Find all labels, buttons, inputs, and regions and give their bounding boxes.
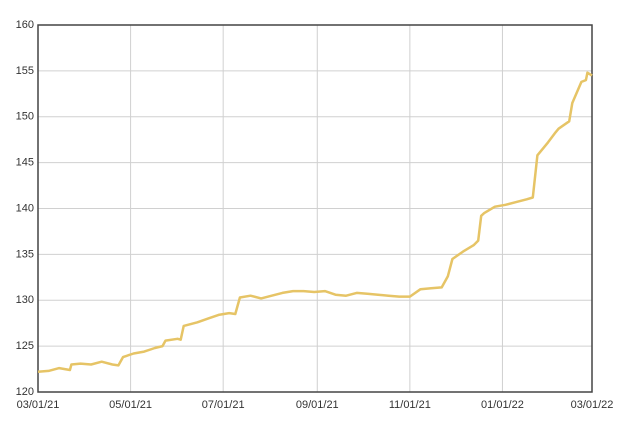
- y-tick-label: 125: [16, 340, 34, 352]
- y-tick-label: 160: [16, 19, 34, 31]
- y-tick-label: 150: [16, 111, 34, 123]
- y-tick-label: 155: [16, 65, 34, 77]
- y-tick-label: 145: [16, 157, 34, 169]
- x-tick-label: 01/01/22: [481, 399, 524, 411]
- plot-frame: [37, 24, 593, 393]
- y-tick-label: 130: [16, 294, 34, 306]
- y-tick-label: 120: [16, 386, 34, 398]
- x-tick-label: 07/01/21: [202, 399, 245, 411]
- x-tick-label: 03/01/22: [571, 399, 614, 411]
- x-tick-label: 03/01/21: [17, 399, 60, 411]
- x-tick-label: 11/01/21: [389, 399, 431, 411]
- y-tick-label: 140: [16, 202, 34, 214]
- data-line: [37, 71, 593, 374]
- y-tick-label: 135: [16, 248, 34, 260]
- x-tick-label: 09/01/21: [296, 399, 339, 411]
- x-tick-label: 05/01/21: [109, 399, 152, 411]
